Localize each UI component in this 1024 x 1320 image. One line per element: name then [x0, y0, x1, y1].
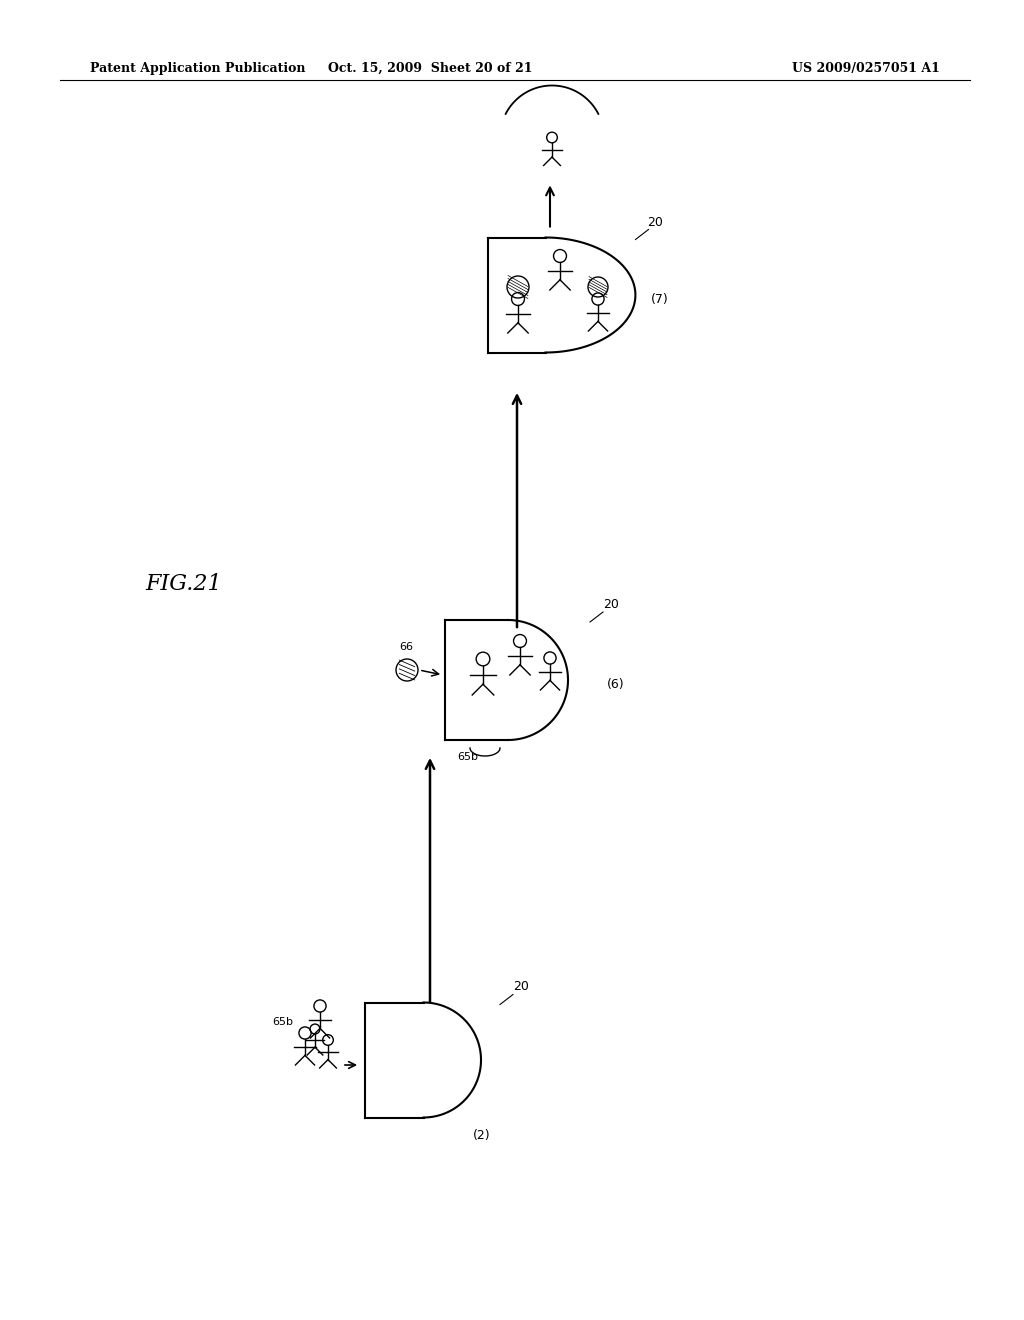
Text: 65b: 65b	[272, 1016, 293, 1027]
Text: 20: 20	[513, 981, 528, 994]
Text: (6): (6)	[607, 678, 625, 690]
Text: Oct. 15, 2009  Sheet 20 of 21: Oct. 15, 2009 Sheet 20 of 21	[328, 62, 532, 75]
Text: (7): (7)	[650, 293, 669, 306]
Text: 65b: 65b	[457, 752, 478, 762]
Text: (2): (2)	[473, 1130, 490, 1143]
Text: 20: 20	[647, 215, 664, 228]
Text: FIG.21: FIG.21	[145, 573, 221, 595]
Text: Patent Application Publication: Patent Application Publication	[90, 62, 305, 75]
Text: US 2009/0257051 A1: US 2009/0257051 A1	[793, 62, 940, 75]
Text: 66: 66	[399, 642, 413, 652]
Text: 20: 20	[603, 598, 618, 611]
